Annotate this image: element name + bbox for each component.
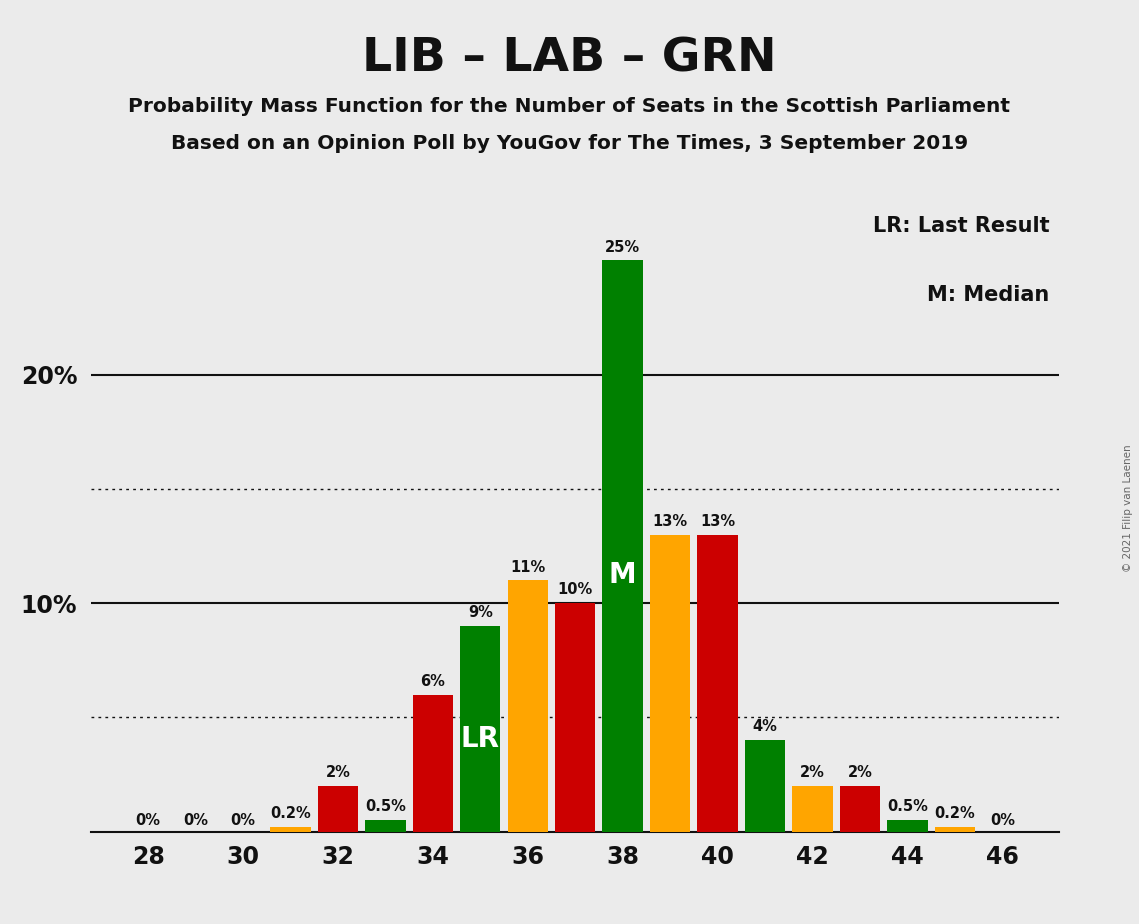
- Text: 0%: 0%: [183, 813, 208, 828]
- Text: 0%: 0%: [990, 813, 1015, 828]
- Text: 0%: 0%: [230, 813, 255, 828]
- Text: Probability Mass Function for the Number of Seats in the Scottish Parliament: Probability Mass Function for the Number…: [129, 97, 1010, 116]
- Bar: [650, 535, 690, 832]
- Text: © 2021 Filip van Laenen: © 2021 Filip van Laenen: [1123, 444, 1133, 572]
- Text: 11%: 11%: [510, 560, 546, 575]
- Text: 6%: 6%: [420, 674, 445, 688]
- Bar: [603, 261, 642, 832]
- Text: 25%: 25%: [605, 239, 640, 255]
- Text: 0.5%: 0.5%: [364, 799, 405, 814]
- Text: LR: Last Result: LR: Last Result: [872, 216, 1049, 236]
- Text: M: M: [609, 561, 637, 589]
- Bar: [935, 827, 975, 832]
- Text: 4%: 4%: [753, 720, 778, 735]
- Text: 0%: 0%: [136, 813, 161, 828]
- Bar: [839, 786, 880, 832]
- Bar: [412, 695, 453, 832]
- Text: 0.5%: 0.5%: [887, 799, 928, 814]
- Text: 2%: 2%: [326, 765, 351, 780]
- Text: M: Median: M: Median: [927, 285, 1049, 305]
- Bar: [318, 786, 358, 832]
- Bar: [793, 786, 833, 832]
- Text: LIB – LAB – GRN: LIB – LAB – GRN: [362, 37, 777, 82]
- Bar: [745, 740, 785, 832]
- Bar: [366, 821, 405, 832]
- Text: 13%: 13%: [653, 514, 688, 529]
- Text: LR: LR: [461, 725, 500, 753]
- Text: 9%: 9%: [468, 605, 493, 620]
- Bar: [555, 603, 596, 832]
- Bar: [460, 626, 500, 832]
- Bar: [270, 827, 311, 832]
- Text: Based on an Opinion Poll by YouGov for The Times, 3 September 2019: Based on an Opinion Poll by YouGov for T…: [171, 134, 968, 153]
- Text: 10%: 10%: [558, 582, 592, 598]
- Text: 2%: 2%: [847, 765, 872, 780]
- Text: 2%: 2%: [800, 765, 825, 780]
- Bar: [508, 580, 548, 832]
- Text: 13%: 13%: [700, 514, 735, 529]
- Text: 0.2%: 0.2%: [270, 807, 311, 821]
- Bar: [887, 821, 927, 832]
- Text: 0.2%: 0.2%: [934, 807, 975, 821]
- Bar: [697, 535, 738, 832]
